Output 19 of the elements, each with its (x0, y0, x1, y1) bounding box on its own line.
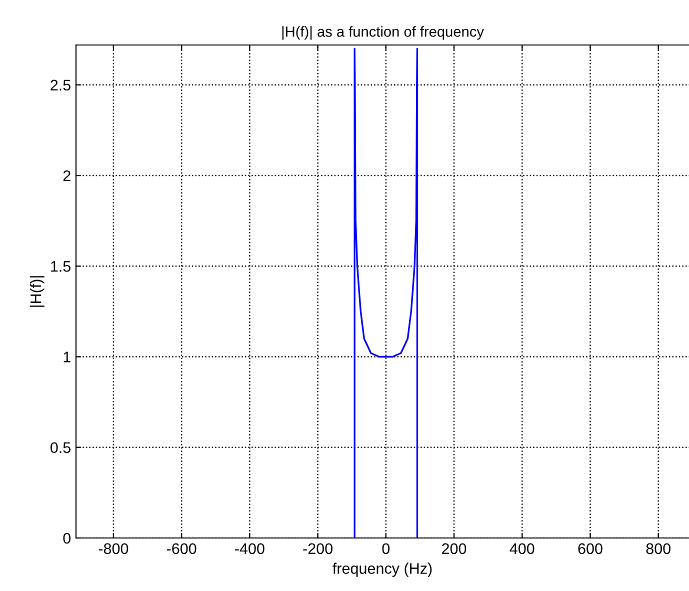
line-series (354, 48, 418, 538)
x-tick-label: 400 (510, 543, 534, 554)
y-axis-title: |H(f)| (30, 276, 44, 307)
y-tick-label: 0 (63, 532, 71, 544)
chart-title: |H(f)| as a function of frequency (282, 26, 484, 40)
x-tick-label: -200 (303, 543, 332, 554)
x-tick-label: -800 (98, 543, 128, 554)
x-tick-label: -600 (166, 543, 196, 554)
x-tick-label: -400 (235, 543, 264, 554)
x-tick-label: 800 (646, 543, 670, 554)
x-tick-label: 0 (382, 543, 390, 554)
x-axis-title: frequency (Hz) (332, 562, 432, 577)
x-tick-label: 200 (442, 543, 466, 554)
y-tick-label: 2.5 (50, 80, 70, 91)
y-tick-label: 1 (64, 352, 70, 362)
y-tick-label: 0.5 (50, 442, 70, 454)
y-tick-label: 2 (63, 170, 70, 182)
y-tick-label: 1.5 (51, 261, 70, 272)
x-tick-label: 600 (578, 543, 602, 554)
